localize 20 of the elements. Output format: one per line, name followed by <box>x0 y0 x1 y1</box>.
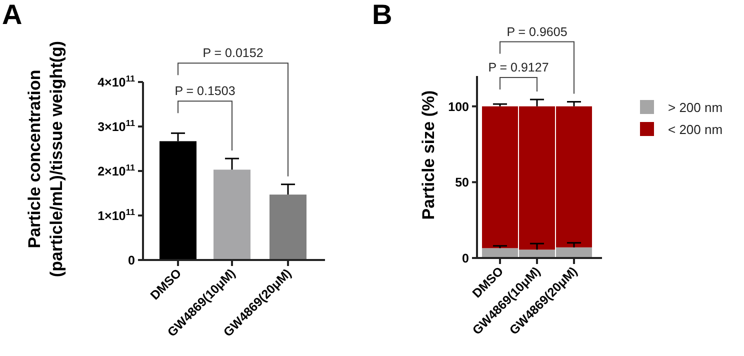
chart-title: A <box>2 0 22 30</box>
bar <box>214 170 250 260</box>
y-axis-title: Particle size (%) <box>419 90 438 220</box>
y-tick-label: 0 <box>128 254 136 268</box>
legend-label: < 200 nm <box>668 122 723 137</box>
y-tick-label: 0 <box>462 252 470 266</box>
y-tick-label: 2×10$^{11}$ <box>98 162 136 178</box>
y-tick-label: 4×10$^{11}$ <box>98 74 136 90</box>
chart-title: B <box>372 0 392 30</box>
y-tick-label: 1×10$^{11}$ <box>98 207 136 223</box>
text: P = 0.9605 <box>506 24 568 39</box>
text: P = 0.0152 <box>202 46 264 60</box>
bar <box>270 194 306 260</box>
text: P = 0.9127 <box>488 60 549 75</box>
annotation: P = 0.1503 <box>174 84 236 98</box>
y-tick-label: 50 <box>455 176 470 190</box>
y-axis-title: Particle concentration (particle/mL)/tissue weight(g) <box>25 40 66 278</box>
legend-label: > 200 nm <box>668 100 723 115</box>
y-tick-label: 3×10$^{11}$ <box>98 118 136 134</box>
y-tick-label: 100 <box>448 100 470 114</box>
